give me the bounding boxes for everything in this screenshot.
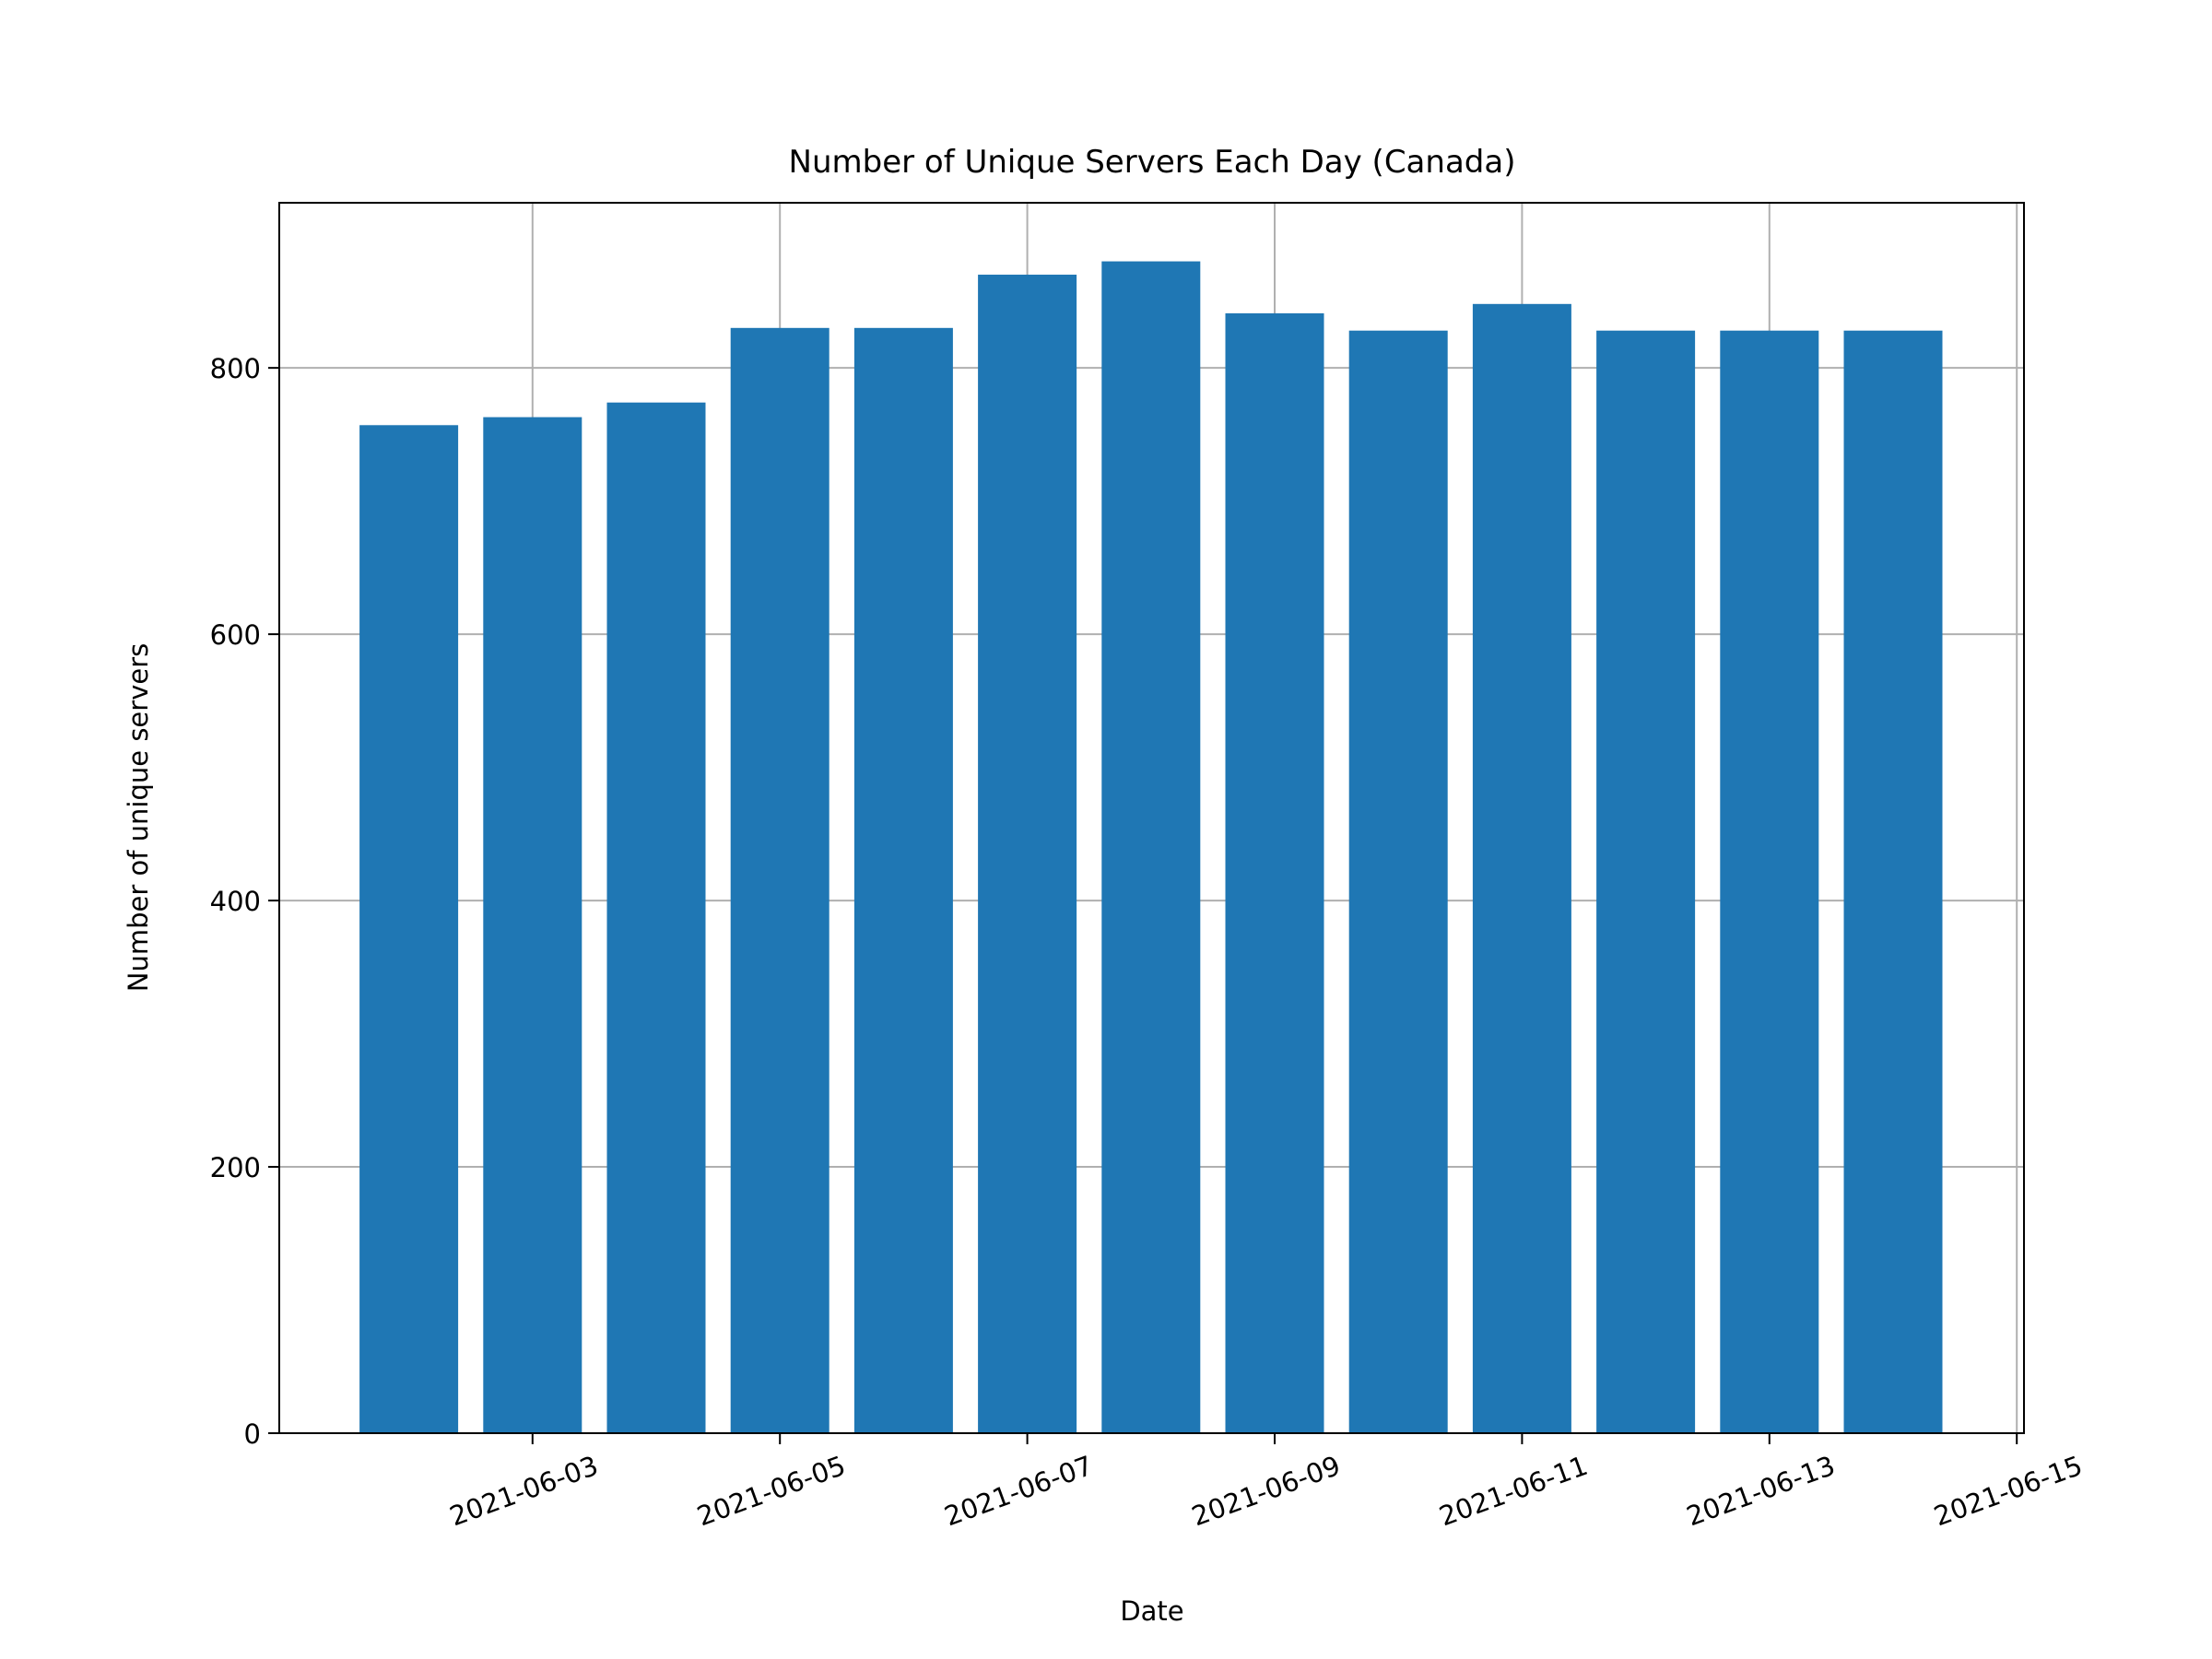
x-tick-label: 2021-06-11: [1435, 1450, 1592, 1533]
bar-2021-06-08: [1101, 261, 1201, 1434]
y-tick-label: 0: [244, 1418, 261, 1450]
x-axis-label: Date: [1120, 1595, 1183, 1627]
x-tick-label: 2021-06-13: [1682, 1450, 1839, 1533]
y-tick-label: 200: [210, 1152, 261, 1183]
bar-2021-06-14: [1843, 330, 1943, 1433]
bar-2021-06-06: [853, 327, 953, 1434]
x-tick-label: 2021-06-07: [940, 1450, 1097, 1533]
x-tick-label: 2021-06-03: [445, 1450, 602, 1533]
x-axis-ticks: 2021-06-03 2021-06-05 2021-06-07 2021-06-09…: [445, 1433, 2087, 1533]
x-tick-label: 2021-06-15: [1930, 1450, 2087, 1533]
bar-2021-06-13: [1720, 330, 1819, 1433]
bar-2021-06-05: [730, 327, 830, 1434]
plot-frame: [278, 202, 2025, 1434]
y-axis-label: Number of unique servers: [123, 643, 154, 992]
bar-2021-06-12: [1596, 330, 1696, 1433]
bar-2021-06-10: [1348, 330, 1448, 1433]
y-tick-label: 600: [210, 619, 261, 651]
chart-title: Number of Unique Servers Each Day (Canad…: [789, 144, 1516, 181]
bar-2021-06-07: [978, 275, 1077, 1433]
bars: [359, 261, 1943, 1434]
bar-2021-06-04: [606, 402, 706, 1434]
y-axis-ticks: 0 200 400 600 800: [210, 353, 279, 1450]
bar-2021-06-03: [483, 417, 582, 1433]
bar-2021-06-09: [1225, 312, 1324, 1433]
x-tick-label: 2021-06-09: [1188, 1450, 1345, 1533]
bar-2021-06-02: [359, 425, 459, 1433]
y-tick-label: 400: [210, 886, 261, 917]
bar-2021-06-11: [1472, 303, 1571, 1434]
x-tick-label: 2021-06-05: [693, 1450, 850, 1533]
y-tick-label: 800: [210, 353, 261, 384]
